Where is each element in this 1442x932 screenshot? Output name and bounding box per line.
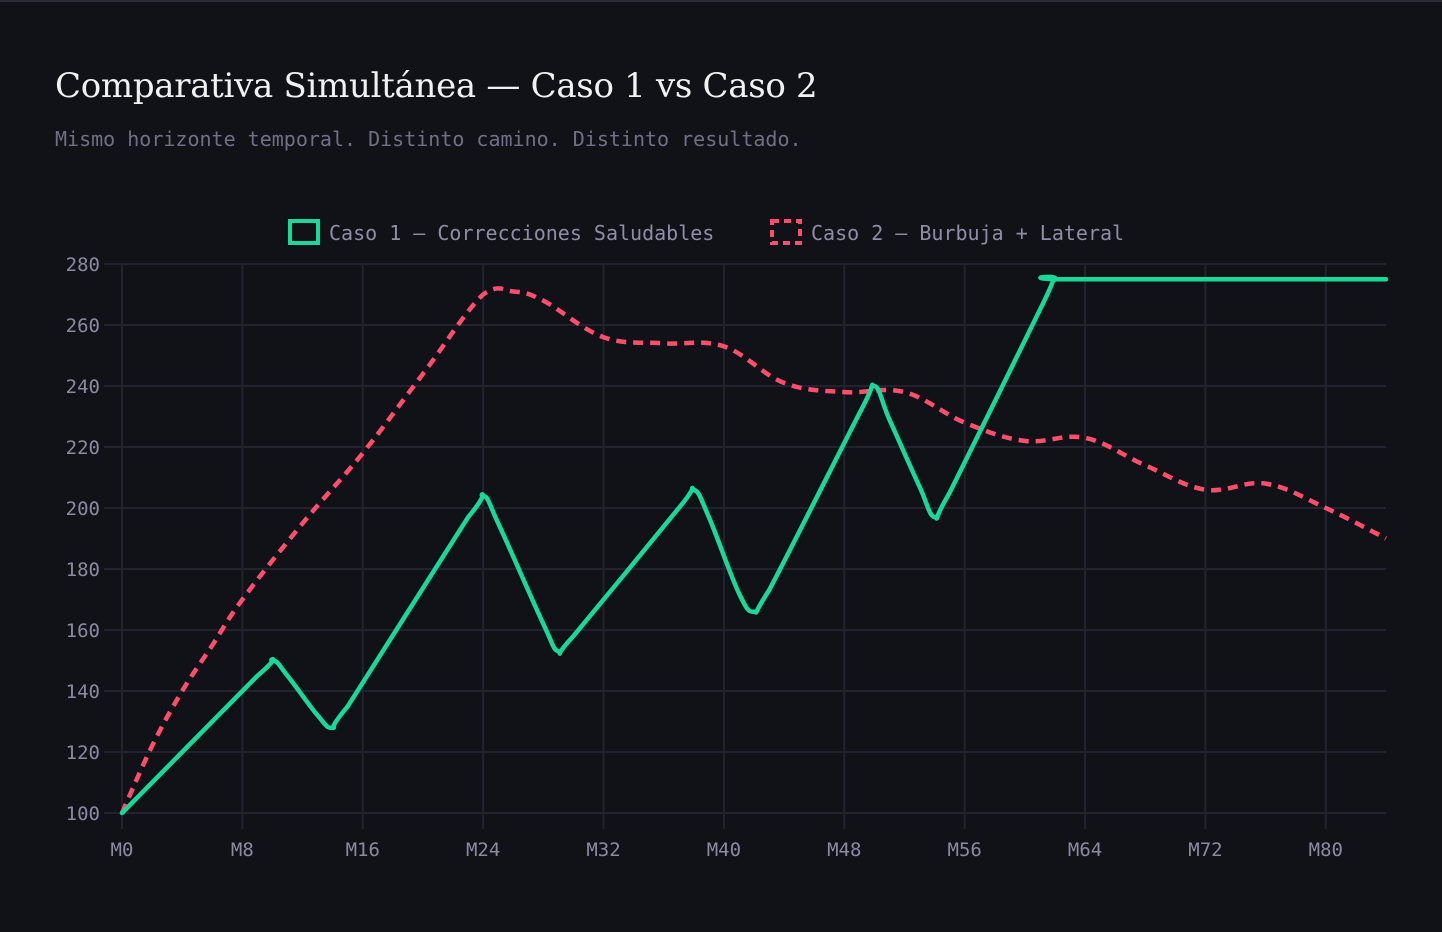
legend-label-case2: Caso 2 — Burbuja + Lateral <box>811 221 1124 245</box>
legend-item-case1[interactable]: Caso 1 — Correcciones Saludables <box>288 219 714 245</box>
y-tick-label: 280 <box>66 254 100 276</box>
y-tick-label: 100 <box>66 803 100 825</box>
legend-item-case2[interactable]: Caso 2 — Burbuja + Lateral <box>770 219 1124 245</box>
legend-swatch-case1 <box>288 219 320 245</box>
x-tick-label: M16 <box>346 839 380 861</box>
y-tick-label: 220 <box>66 437 100 459</box>
top-border <box>0 0 1442 2</box>
legend-label-case1: Caso 1 — Correcciones Saludables <box>329 221 714 245</box>
y-tick-label: 160 <box>66 620 100 642</box>
y-tick-label: 140 <box>66 681 100 703</box>
y-tick-label: 200 <box>66 498 100 520</box>
series-line-case1 <box>119 274 1389 816</box>
series-line-case2 <box>119 286 1388 814</box>
x-tick-label: M48 <box>827 839 861 861</box>
grid-lines <box>104 263 1386 829</box>
x-axis-labels: M0 M8 M16 M24 M32 M40 M48 M56 M64 M72 M80 <box>111 839 1343 861</box>
y-tick-label: 260 <box>66 315 100 337</box>
y-tick-label: 180 <box>66 559 100 581</box>
x-tick-label: M72 <box>1188 839 1222 861</box>
x-tick-label: M40 <box>707 839 741 861</box>
chart-title: Comparativa Simultánea — Caso 1 vs Caso … <box>55 66 818 106</box>
x-tick-label: M64 <box>1068 839 1102 861</box>
x-tick-label: M80 <box>1309 839 1343 861</box>
x-tick-label: M56 <box>948 839 982 861</box>
y-tick-label: 240 <box>66 376 100 398</box>
y-axis-labels: 100 120 140 160 180 200 220 240 260 280 <box>66 254 100 825</box>
y-tick-label: 120 <box>66 742 100 764</box>
series-lines <box>119 274 1389 816</box>
x-tick-label: M24 <box>466 839 500 861</box>
x-tick-label: M32 <box>586 839 620 861</box>
legend-swatch-case2 <box>770 219 802 245</box>
legend: Caso 1 — Correcciones Saludables Caso 2 … <box>288 219 1124 245</box>
x-tick-label: M8 <box>231 839 254 861</box>
x-tick-label: M0 <box>111 839 134 861</box>
chart-subtitle: Mismo horizonte temporal. Distinto camin… <box>55 127 802 151</box>
